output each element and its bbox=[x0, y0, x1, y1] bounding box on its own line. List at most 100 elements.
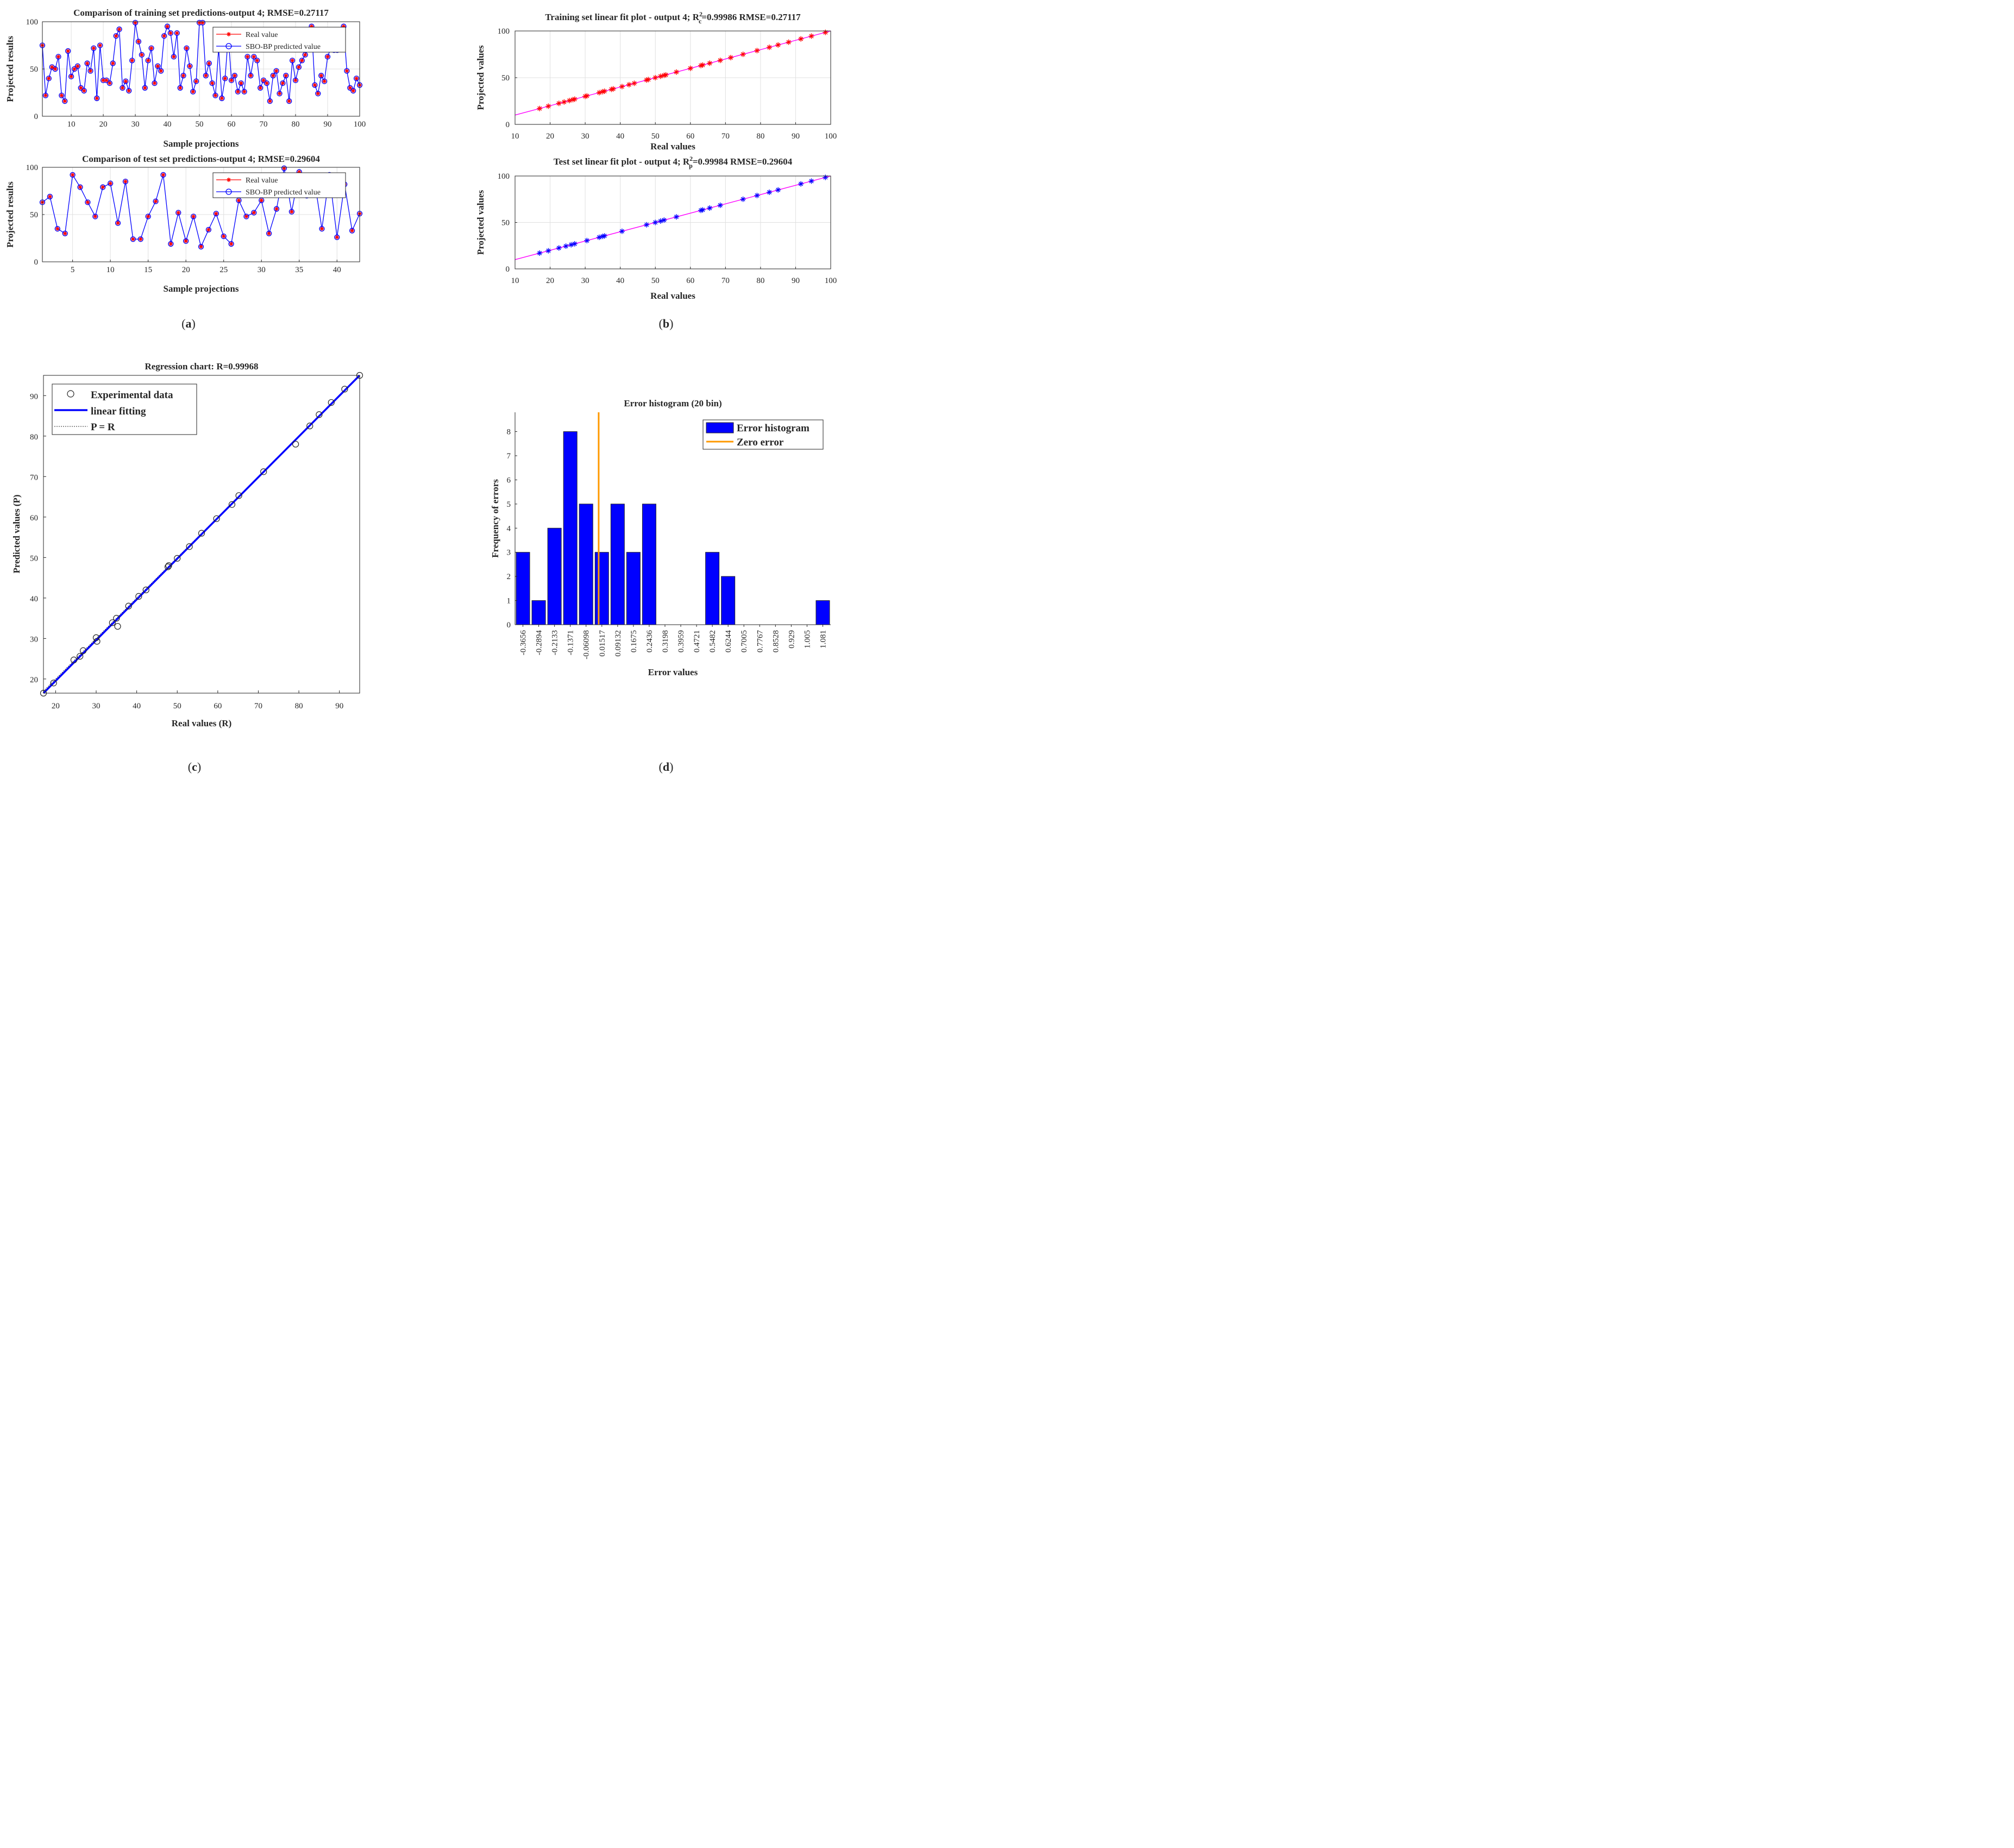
real-point bbox=[268, 99, 272, 103]
predicted-point bbox=[286, 98, 292, 104]
predicted-point bbox=[115, 220, 121, 226]
fit-point bbox=[717, 202, 723, 208]
real-point bbox=[233, 73, 237, 78]
real-point bbox=[265, 81, 269, 85]
panel-label-d: (d) bbox=[659, 760, 674, 774]
fit-point bbox=[537, 105, 543, 111]
real-point bbox=[252, 210, 256, 215]
y-tick-label: 90 bbox=[30, 392, 38, 401]
real-point bbox=[255, 58, 259, 62]
predicted-point bbox=[281, 165, 287, 171]
x-tick-label: 100 bbox=[354, 120, 366, 129]
predicted-point bbox=[251, 54, 257, 60]
y-tick-label: 60 bbox=[30, 514, 38, 523]
real-point bbox=[184, 239, 188, 243]
real-point bbox=[300, 58, 304, 62]
predicted-point bbox=[164, 23, 171, 29]
x-tick-label: 0.7005 bbox=[740, 630, 749, 652]
real-point bbox=[239, 81, 243, 85]
real-point bbox=[175, 31, 179, 35]
x-tick-label: 40 bbox=[133, 702, 141, 711]
predicted-point bbox=[132, 20, 139, 26]
predicted-point bbox=[180, 73, 186, 79]
y-tick-label: 0 bbox=[34, 258, 39, 267]
histogram-bar bbox=[579, 504, 593, 625]
fit-point bbox=[717, 58, 723, 64]
y-tick-label: 100 bbox=[26, 18, 39, 27]
real-point bbox=[136, 39, 141, 44]
real-point bbox=[214, 211, 218, 216]
real-point bbox=[79, 86, 83, 90]
real-point bbox=[131, 237, 135, 241]
x-tick-label: 0.929 bbox=[787, 630, 796, 649]
real-point bbox=[88, 68, 93, 73]
fit-line bbox=[515, 175, 831, 260]
experimental-point bbox=[135, 593, 142, 600]
real-point bbox=[78, 185, 83, 190]
chart-error_histogram: 0 1 2 3 4 5 6 7 8 -0.3656 -0.2894 -0.2133 -0.1371 -0.… bbox=[490, 398, 831, 677]
real-point bbox=[267, 231, 271, 236]
predicted-point bbox=[273, 68, 279, 74]
predicted-point bbox=[81, 87, 87, 94]
real-point bbox=[191, 214, 196, 219]
y-tick-label: 40 bbox=[30, 595, 38, 604]
real-point bbox=[236, 198, 241, 203]
predicted-point bbox=[167, 30, 174, 36]
predicted-point bbox=[228, 77, 235, 84]
predicted-point bbox=[59, 92, 65, 98]
x-tick-label: 0.8528 bbox=[771, 630, 780, 652]
predicted-point bbox=[277, 91, 283, 97]
predicted-point bbox=[137, 236, 143, 242]
histogram-bar bbox=[642, 504, 656, 625]
predicted-point bbox=[198, 244, 204, 250]
legend-box bbox=[212, 27, 346, 53]
legend-bar-swatch bbox=[706, 422, 734, 433]
experimental-point bbox=[142, 586, 149, 594]
x-tick-label: 0.6244 bbox=[724, 630, 733, 653]
real-point bbox=[258, 86, 262, 90]
x-tick-label: -0.06098 bbox=[582, 630, 591, 659]
x-tick-label: 20 bbox=[52, 702, 60, 711]
predicted-point bbox=[296, 64, 302, 70]
y-tick-label: 70 bbox=[30, 473, 38, 482]
fit-point bbox=[556, 100, 562, 106]
y-tick-label: 30 bbox=[30, 635, 38, 644]
fit-point bbox=[700, 207, 706, 213]
panel-label-a: (a) bbox=[181, 317, 196, 330]
fit-point bbox=[786, 39, 792, 45]
fit-point bbox=[754, 48, 760, 54]
predicted-point bbox=[110, 60, 116, 66]
y-tick-label: 50 bbox=[30, 65, 38, 74]
real-point bbox=[111, 61, 115, 66]
chart-test_comparison: 5 10 15 20 25 30 35 40 0 50 100 Comparison of test … bbox=[5, 154, 363, 294]
fit-line bbox=[515, 30, 831, 116]
predicted-point bbox=[349, 228, 355, 234]
legend: Error histogram Zero error bbox=[702, 419, 824, 450]
predicted-point bbox=[62, 230, 68, 236]
real-point bbox=[284, 73, 288, 78]
chart-title: Training set linear fit plot - output 4;… bbox=[545, 10, 801, 25]
real-point bbox=[245, 54, 250, 59]
fit-point bbox=[754, 192, 760, 198]
x-tick-label: -0.2133 bbox=[551, 630, 560, 655]
predicted-point bbox=[139, 52, 145, 58]
real-point bbox=[312, 83, 317, 87]
real-point bbox=[91, 46, 96, 51]
predicted-point bbox=[47, 193, 53, 200]
real-point bbox=[354, 76, 359, 80]
real-point bbox=[149, 46, 154, 51]
x-tick-label: 0.3198 bbox=[661, 630, 670, 652]
real-point bbox=[146, 214, 150, 219]
predicted-point bbox=[184, 45, 190, 51]
y-axis-label: Projected results bbox=[5, 36, 15, 102]
predicted-point bbox=[92, 213, 98, 219]
x-tick-label: 90 bbox=[792, 132, 800, 141]
y-axis-label: Projected values bbox=[475, 190, 486, 255]
x-tick-label: 10 bbox=[67, 120, 76, 129]
histogram-bar bbox=[626, 552, 641, 625]
predicted-point bbox=[94, 95, 100, 102]
x-tick-label: 1.005 bbox=[803, 630, 812, 649]
real-point bbox=[101, 185, 105, 190]
predicted-point bbox=[120, 85, 126, 91]
